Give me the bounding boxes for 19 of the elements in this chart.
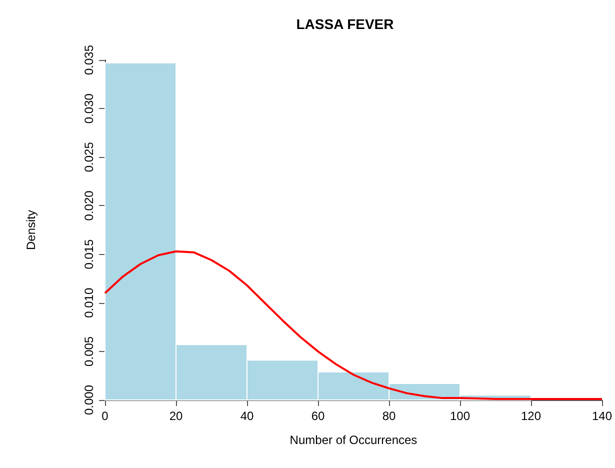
y-tick-label: 0.005 <box>82 336 96 366</box>
x-tick-label: 40 <box>240 409 254 423</box>
x-tick-label: 140 <box>592 409 612 423</box>
y-tick-label: 0.000 <box>82 384 96 416</box>
y-tick-label: 0.020 <box>82 190 96 221</box>
y-tick-label: 0.010 <box>82 288 96 318</box>
x-tick-label: 120 <box>520 409 542 423</box>
y-tick-label: 0.035 <box>82 44 96 76</box>
x-axis-title: Number of Occurrences <box>290 433 418 447</box>
y-tick-label: 0.025 <box>82 142 96 172</box>
y-tick-label: 0.015 <box>82 238 96 270</box>
y-tick-label: 0.030 <box>82 93 96 124</box>
x-tick-label: 80 <box>382 409 396 423</box>
x-tick-label: 20 <box>169 409 183 423</box>
x-tick-label: 0 <box>102 409 109 423</box>
x-tick-label: 100 <box>450 409 470 423</box>
y-axis-title: Density <box>24 210 38 250</box>
x-tick-label: 60 <box>311 409 325 423</box>
chart-title: LASSA FEVER <box>296 16 394 32</box>
